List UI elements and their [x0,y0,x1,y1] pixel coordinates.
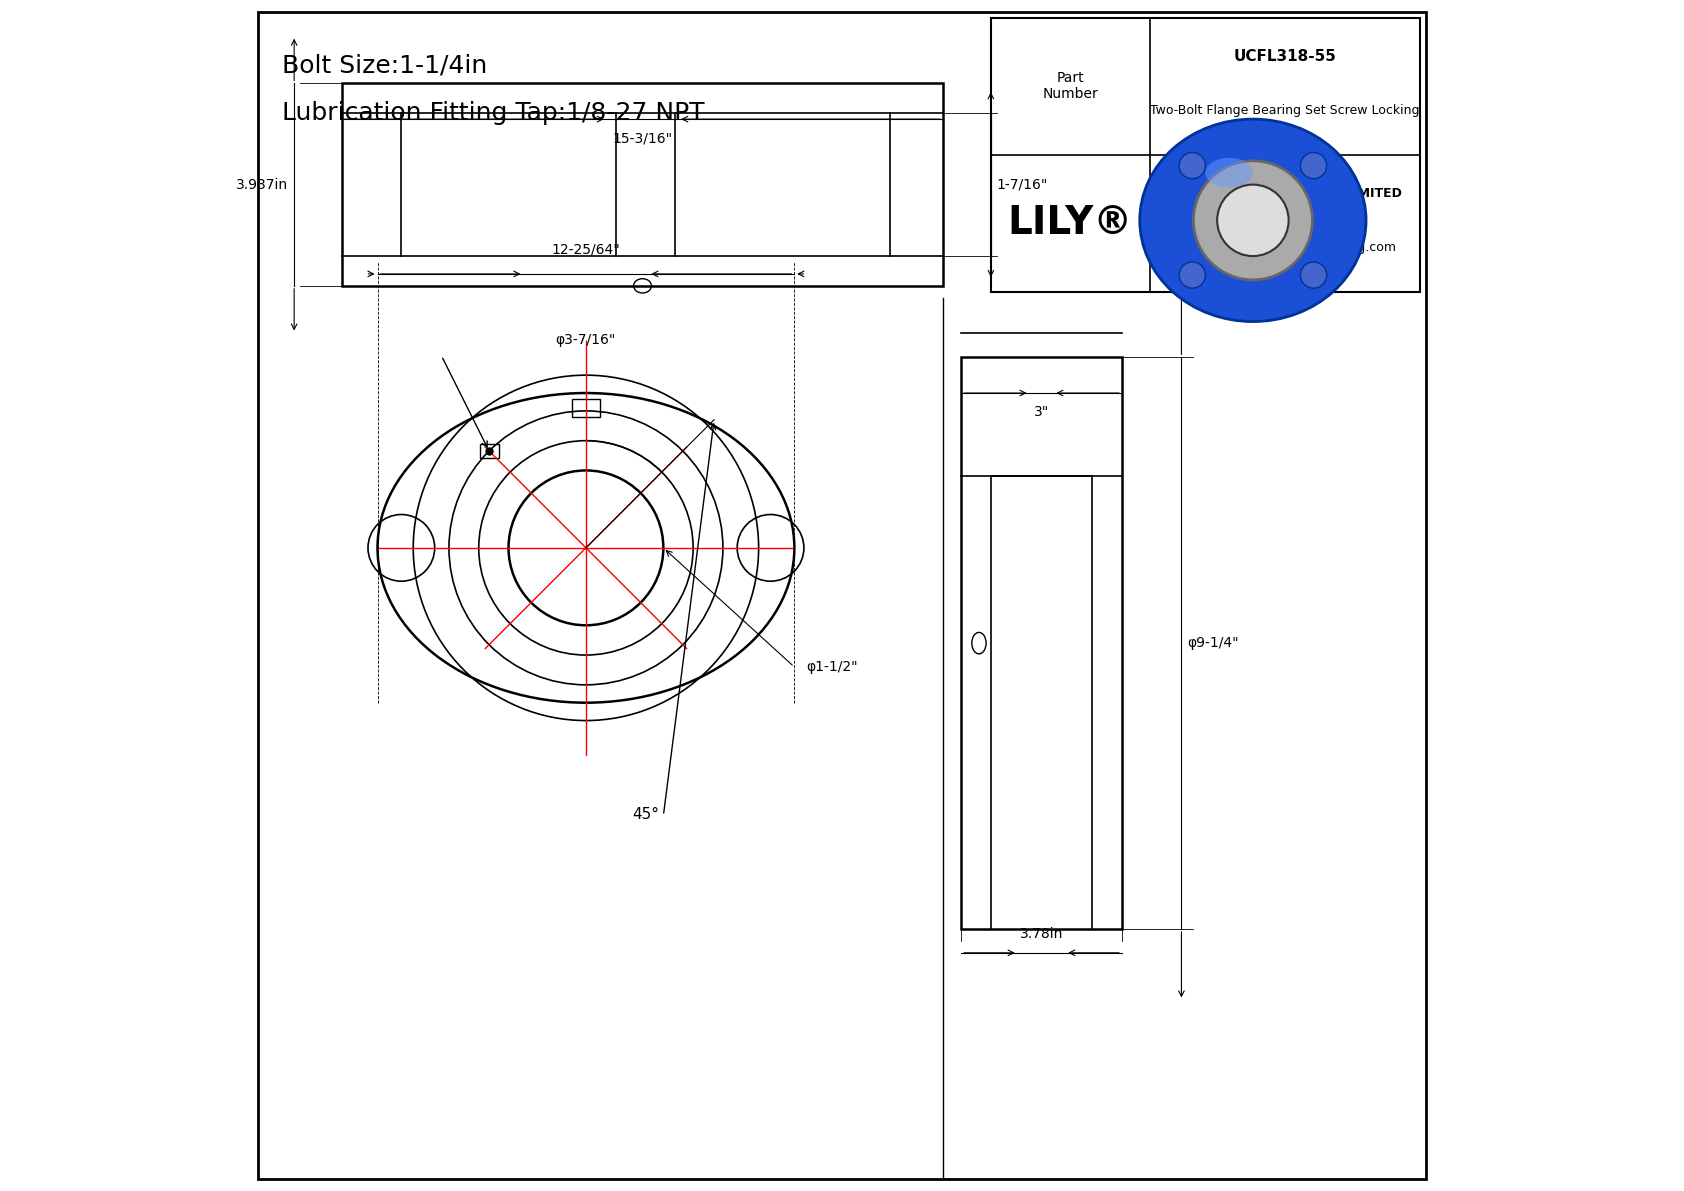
Text: Lubrication Fitting Tap:1/8-27 NPT: Lubrication Fitting Tap:1/8-27 NPT [283,101,706,125]
Text: SHANGHAI LILY BEARING LIMITED: SHANGHAI LILY BEARING LIMITED [1167,187,1401,200]
Text: φ3-7/16": φ3-7/16" [556,333,616,348]
Text: Two-Bolt Flange Bearing Set Screw Locking: Two-Bolt Flange Bearing Set Screw Lockin… [1150,104,1420,117]
Text: Bolt Size:1-1/4in: Bolt Size:1-1/4in [283,54,487,77]
Bar [401,113,616,256]
Ellipse shape [1140,119,1366,322]
Bar [962,357,1122,929]
Text: 3.78in: 3.78in [1021,927,1063,941]
Text: 1-7/16": 1-7/16" [997,177,1047,192]
Text: UCFL318-55: UCFL318-55 [1233,49,1335,64]
Ellipse shape [1179,152,1206,179]
Bar [342,83,943,286]
Ellipse shape [1300,262,1327,288]
Text: φ1-1/2": φ1-1/2" [807,660,857,674]
Text: 45°: 45° [632,806,658,822]
Ellipse shape [1206,158,1253,188]
Text: 3": 3" [1034,405,1049,419]
Bar [571,399,600,417]
Bar [675,113,889,256]
Bar [990,18,1420,292]
Text: Email: lilybearing@lily-bearing.com: Email: lilybearing@lily-bearing.com [1174,241,1396,254]
Text: 3.937in: 3.937in [236,177,288,192]
Bar [480,444,498,459]
Ellipse shape [1218,185,1288,256]
Text: 15-3/16": 15-3/16" [613,131,672,145]
Text: φ9-1/4": φ9-1/4" [1187,636,1239,650]
Text: LILY®: LILY® [1007,205,1133,242]
Ellipse shape [1300,152,1327,179]
Text: 12-25/64": 12-25/64" [552,242,620,256]
Ellipse shape [1179,262,1206,288]
Text: Part
Number: Part Number [1042,71,1098,101]
Ellipse shape [1194,161,1312,280]
